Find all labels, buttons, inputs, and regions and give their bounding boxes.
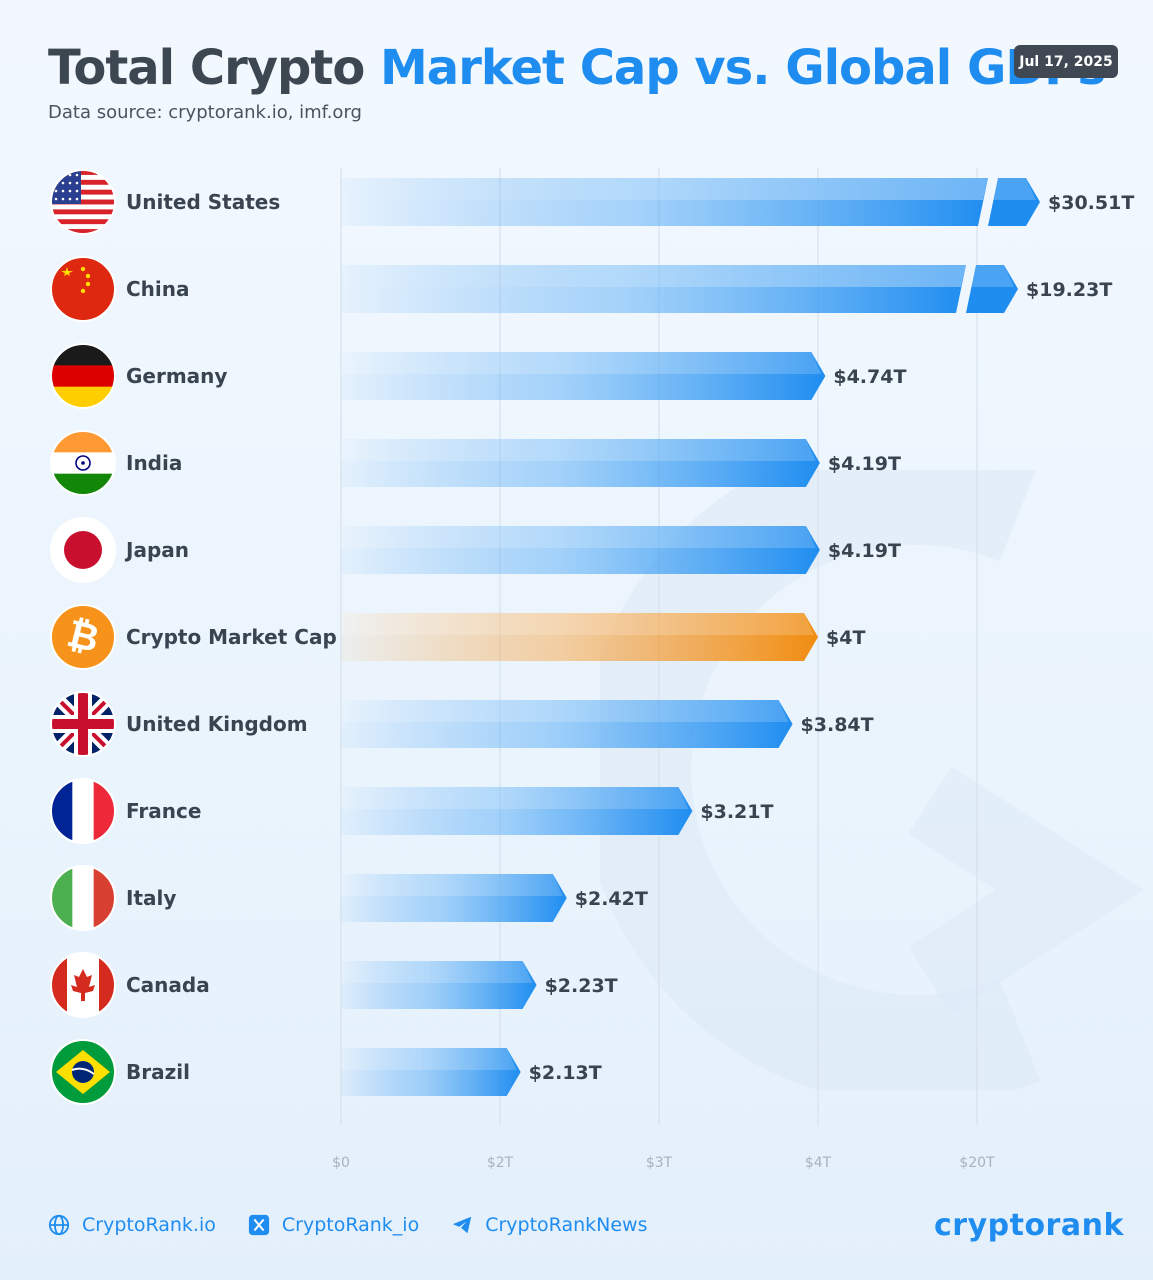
footer-telegram-text: CryptoRankNews — [485, 1214, 648, 1236]
bar-body — [341, 526, 820, 574]
x-tick-label: $3T — [646, 1155, 673, 1171]
france-flag-icon — [50, 778, 116, 844]
x-tick-label: $0 — [332, 1155, 350, 1171]
japan-flag-icon — [50, 517, 116, 583]
uk-flag-icon — [50, 691, 116, 757]
bar — [341, 787, 693, 835]
bar-value-label: $19.23T — [1026, 279, 1112, 301]
footer-x-text: CryptoRank_io — [281, 1214, 420, 1236]
bar-value-label: $2.42T — [575, 888, 648, 910]
bar-value-label: $4.19T — [828, 453, 901, 475]
footer-website-link[interactable]: CryptoRank.io — [48, 1214, 216, 1236]
bar-value-label: $4T — [826, 627, 865, 649]
bar-value-label: $2.23T — [545, 975, 618, 997]
bar — [341, 352, 826, 400]
bar — [341, 439, 820, 487]
globe-icon — [48, 1214, 70, 1236]
bar-body — [341, 874, 567, 922]
bar-body — [341, 961, 537, 1009]
bar-value-label: $2.13T — [529, 1062, 602, 1084]
bar — [341, 1048, 521, 1096]
category-label: Crypto Market Cap — [126, 625, 337, 649]
bar — [341, 613, 818, 661]
bar-body — [341, 787, 693, 835]
bar-highlight — [341, 439, 816, 461]
bar-highlight — [341, 700, 789, 722]
bar-segment — [966, 265, 1018, 313]
date-badge: Jul 17, 2025 — [1014, 45, 1118, 78]
bitcoin-logo-icon: ₿ — [50, 604, 116, 670]
bar-highlight — [341, 178, 988, 200]
bar-highlight — [341, 1048, 517, 1070]
category-label: China — [126, 277, 190, 301]
germany-flag-icon — [50, 343, 116, 409]
bar-highlight — [993, 178, 1036, 200]
title-part1: Total Crypto — [48, 40, 365, 96]
bar-highlight — [341, 265, 966, 287]
category-label: Canada — [126, 973, 210, 997]
bar-value-label: $3.84T — [801, 714, 874, 736]
bar-highlight — [341, 874, 563, 896]
bar-highlight — [341, 613, 814, 635]
bar — [341, 265, 1018, 313]
bar — [341, 700, 793, 748]
bar-value-label: $4.19T — [828, 540, 901, 562]
footer-x-link[interactable]: CryptoRank_io — [248, 1214, 419, 1236]
footer-links: CryptoRank.io CryptoRank_io CryptoRankNe… — [48, 1214, 680, 1236]
china-flag-icon — [50, 256, 116, 322]
category-label: United States — [126, 190, 280, 214]
us-flag-icon — [50, 169, 116, 235]
category-label: United Kingdom — [126, 712, 308, 736]
bar-highlight — [341, 787, 689, 809]
category-label: Italy — [126, 886, 176, 910]
canada-flag-icon — [50, 952, 116, 1018]
telegram-icon — [453, 1216, 472, 1234]
india-flag-icon — [50, 430, 116, 496]
category-label: Brazil — [126, 1060, 190, 1084]
bar — [341, 526, 820, 574]
category-label: France — [126, 799, 201, 823]
footer-telegram-link[interactable]: CryptoRankNews — [451, 1214, 648, 1236]
bar-segment — [988, 178, 1040, 226]
x-tick-label: $20T — [959, 1155, 995, 1171]
bar-body — [341, 613, 818, 661]
bar — [341, 178, 1040, 226]
x-tick-label: $4T — [805, 1155, 832, 1171]
footer-website-text: CryptoRank.io — [82, 1214, 216, 1236]
category-label: Japan — [124, 538, 189, 562]
bar-highlight — [341, 961, 533, 983]
x-icon — [248, 1214, 269, 1236]
bar — [341, 961, 537, 1009]
bar — [341, 874, 567, 922]
bar-highlight — [341, 526, 816, 548]
bar-chart: ₿ $30.51T United States $19.23T China $4.74T… — [50, 168, 1134, 1171]
category-label: India — [126, 451, 182, 475]
title-part2: Market Cap vs. Global GDPs — [380, 40, 1106, 96]
bar-body — [341, 352, 826, 400]
bar-highlight — [341, 352, 822, 374]
bar-value-label: $4.74T — [833, 366, 906, 388]
cryptorank-logo: cryptorank — [934, 1208, 1124, 1243]
category-label: Germany — [126, 364, 227, 388]
page-title: Total Crypto Market Cap vs. Global GDPs — [48, 40, 1106, 96]
bar-body — [341, 700, 793, 748]
italy-flag-icon — [50, 865, 116, 931]
bar-body — [341, 1048, 521, 1096]
bar-value-label: $30.51T — [1048, 192, 1134, 214]
data-source: Data source: cryptorank.io, imf.org — [48, 102, 362, 123]
bar-body — [341, 439, 820, 487]
x-tick-label: $2T — [487, 1155, 514, 1171]
brazil-flag-icon — [50, 1039, 116, 1105]
bar-value-label: $3.21T — [700, 801, 773, 823]
bar-highlight — [971, 265, 1014, 287]
